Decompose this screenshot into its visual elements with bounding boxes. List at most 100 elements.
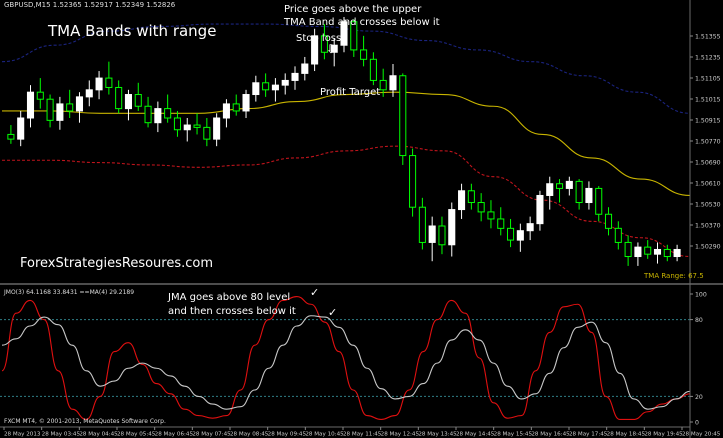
jma-note-line-2: and then crosses below it bbox=[168, 306, 296, 317]
candle-body bbox=[487, 211, 495, 220]
price-tick-label: 1.50770 bbox=[695, 139, 721, 146]
candle-body bbox=[173, 117, 181, 131]
time-tick-label: 28 May 19:45 bbox=[644, 432, 683, 438]
stop-loss-label: Stop loss bbox=[296, 33, 342, 44]
price-tick-label: 1.50690 bbox=[695, 160, 721, 167]
candle-body bbox=[330, 44, 338, 53]
candle-body bbox=[634, 246, 642, 258]
price-note-line-2: TMA Band and crosses below it bbox=[284, 17, 440, 28]
candle-body bbox=[614, 227, 622, 243]
time-tick-label: 28 May 12:45 bbox=[381, 432, 420, 438]
candles bbox=[7, 17, 681, 266]
copyright-text: FXCM MT4, © 2001-2013, MetaQuotes Softwa… bbox=[4, 418, 166, 425]
candle-body bbox=[418, 206, 426, 243]
candle-body bbox=[604, 213, 613, 229]
candle-body bbox=[467, 190, 475, 204]
candle-body bbox=[105, 77, 113, 88]
candle-body bbox=[673, 248, 681, 258]
candle-body bbox=[291, 72, 299, 81]
indicator-tick-label: 20 bbox=[695, 394, 703, 401]
candle-body bbox=[281, 79, 289, 86]
candle-body bbox=[536, 194, 544, 225]
jma-line bbox=[1, 296, 691, 420]
time-tick-label: 28 May 04:45 bbox=[79, 432, 118, 438]
price-tick-label: 1.50530 bbox=[695, 202, 721, 209]
candle-body bbox=[340, 21, 348, 46]
time-tick-label: 28 May 10:45 bbox=[305, 432, 344, 438]
candle-body bbox=[369, 58, 377, 81]
price-tick-label: 1.51015 bbox=[695, 97, 721, 104]
candle-body bbox=[555, 183, 564, 189]
down-arrow-icon: ⇩ bbox=[326, 42, 337, 56]
candle-body bbox=[46, 98, 54, 121]
middle-band-line bbox=[2, 91, 691, 197]
candle-body bbox=[595, 187, 603, 215]
candle-body bbox=[516, 230, 524, 241]
time-tick-label: 28 May 16:45 bbox=[531, 432, 570, 438]
candle-body bbox=[497, 218, 505, 229]
candle-body bbox=[389, 75, 397, 91]
time-tick-label: 28 May 14:45 bbox=[456, 432, 495, 438]
candle-body bbox=[438, 225, 446, 246]
candle-body bbox=[624, 241, 632, 258]
time-tick-label: 28 May 13:45 bbox=[418, 432, 457, 438]
jma-note-line-1: JMA goes above 80 level bbox=[168, 292, 291, 303]
check-mark-icon: ✓ bbox=[328, 306, 338, 319]
profit-target-label: Profit Target bbox=[320, 87, 381, 98]
candle-body bbox=[448, 209, 456, 246]
candle-body bbox=[7, 133, 15, 140]
candle-body bbox=[232, 103, 240, 112]
candle-body bbox=[301, 63, 309, 74]
candle-body bbox=[183, 124, 191, 131]
candle-body bbox=[663, 248, 671, 258]
price-tick-label: 1.50290 bbox=[695, 244, 721, 251]
candle-body bbox=[409, 155, 417, 208]
time-tick-label: 28 May 08:45 bbox=[230, 432, 269, 438]
candle-body bbox=[585, 187, 593, 204]
price-tick-label: 1.50915 bbox=[695, 118, 721, 125]
candle-body bbox=[360, 49, 368, 60]
candle-body bbox=[36, 91, 44, 100]
candle-body bbox=[262, 82, 270, 91]
candle-body bbox=[575, 180, 583, 204]
tma-range-label: TMA Range: 67.5 bbox=[644, 272, 704, 280]
candle-body bbox=[222, 103, 230, 119]
time-tick-label: 28 May 09:45 bbox=[268, 432, 307, 438]
candle-body bbox=[379, 79, 387, 91]
ma-line bbox=[1, 315, 691, 410]
candle-body bbox=[213, 117, 221, 140]
check-mark-icon: ✓ bbox=[310, 286, 320, 299]
price-tick-label: 1.51355 bbox=[695, 34, 721, 41]
candle-body bbox=[124, 94, 133, 110]
indicator-tick-label: 0 bbox=[695, 420, 699, 427]
candle-body bbox=[242, 94, 250, 112]
candle-body bbox=[17, 117, 25, 140]
price-tick-label: 1.50610 bbox=[695, 181, 721, 188]
candle-body bbox=[85, 89, 93, 98]
time-tick-label: 28 May 03:45 bbox=[42, 432, 81, 438]
candle-body bbox=[115, 86, 123, 110]
time-tick-label: 28 May 15:45 bbox=[494, 432, 533, 438]
candle-body bbox=[458, 190, 466, 211]
candle-body bbox=[252, 82, 260, 96]
candle-body bbox=[203, 126, 211, 140]
candle-body bbox=[66, 103, 74, 112]
candle-body bbox=[526, 223, 534, 232]
candle-body bbox=[565, 180, 573, 189]
candle-body bbox=[320, 35, 328, 53]
candle-body bbox=[271, 84, 279, 91]
website-label: ForexStrategiesResoures.com bbox=[20, 256, 214, 271]
price-note-line-1: Price goes above the upper bbox=[284, 4, 422, 15]
candle-body bbox=[644, 246, 652, 255]
time-tick-label: 28 May 05:45 bbox=[117, 432, 156, 438]
symbol-info: GBPUSD,M15 1.52365 1.52917 1.52349 1.528… bbox=[4, 1, 176, 9]
candle-body bbox=[26, 91, 35, 119]
candle-body bbox=[164, 108, 172, 119]
time-tick-label: 28 May 17:45 bbox=[569, 432, 608, 438]
indicator-info: JMO(3) 64.1168 33.8431 ==MA(4) 29.2189 bbox=[4, 289, 135, 296]
time-tick-label: 28 May 18:45 bbox=[607, 432, 646, 438]
candle-body bbox=[75, 96, 84, 112]
